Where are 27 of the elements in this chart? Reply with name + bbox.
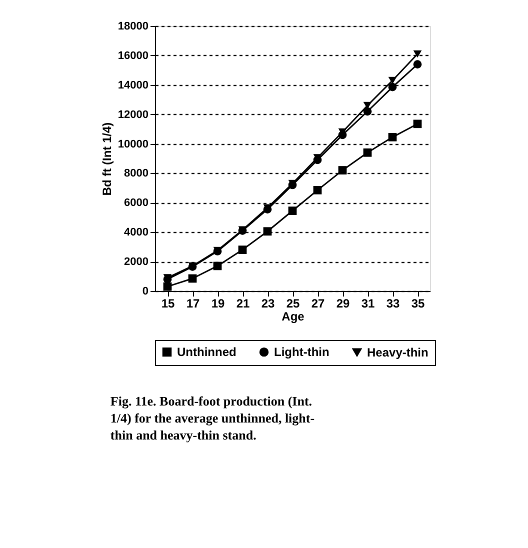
legend-label: Unthinned [177, 345, 236, 360]
y-tick-label: 14000 [118, 79, 148, 92]
y-tick-label: 10000 [118, 138, 148, 150]
y-tick-label: 2000 [124, 256, 148, 268]
x-tick-label: 35 [411, 296, 425, 310]
y-tick-label: 4000 [124, 226, 148, 239]
y-tick-label: 8000 [124, 168, 148, 180]
y-tick-label: 16000 [118, 50, 148, 62]
x-tick-label: 15 [161, 296, 175, 310]
x-tick-label: 17 [186, 296, 200, 310]
x-tick-label: 23 [261, 296, 275, 310]
x-tick-label: 19 [211, 296, 225, 310]
x-tick-label: 29 [336, 296, 350, 310]
x-tick-label: 21 [236, 296, 250, 310]
y-tick-label: 18000 [118, 20, 148, 32]
caption: Fig. 11e. Board-foot production (Int. 1/4) for the average unthinned, light-thin and heavy-thin stand. [110, 394, 315, 442]
y-axis-title: Bd ft (Int 1/4) [100, 122, 114, 196]
x-tick-label: 31 [361, 296, 375, 310]
y-tick-label: 6000 [124, 197, 148, 210]
y-tick-label: 12000 [118, 108, 148, 121]
x-axis-title: Age [282, 310, 305, 324]
legend-label: Light-thin [274, 345, 330, 360]
x-tick-label: 27 [311, 296, 325, 310]
x-tick-label: 33 [386, 296, 400, 310]
x-tick-label: 25 [286, 296, 300, 310]
y-tick-label: 0 [142, 286, 148, 298]
legend-label: Heavy-thin [367, 345, 428, 360]
